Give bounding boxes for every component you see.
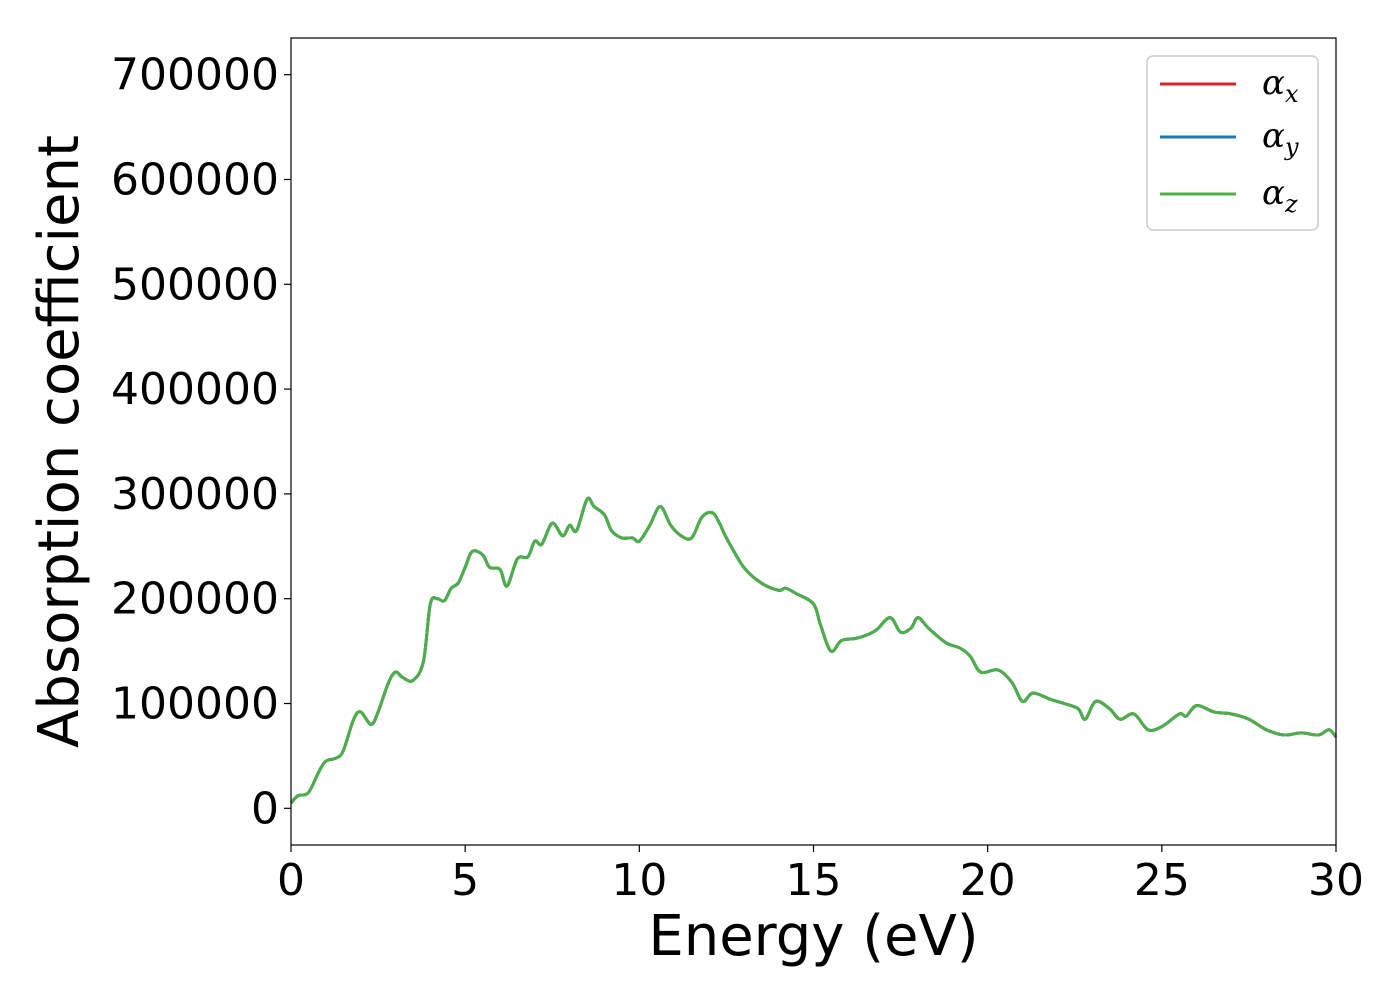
legend-label-y: αy (1262, 116, 1299, 161)
legend-label-x: αx (1262, 63, 1299, 108)
legend-box (1146, 55, 1319, 231)
series-line-x (289, 496, 1338, 805)
x-tick-label: 25 (1134, 855, 1190, 906)
x-tick-label: 0 (277, 855, 305, 906)
y-tick-label: 100000 (111, 679, 279, 730)
y-tick-label: 700000 (111, 50, 279, 101)
series-line-y (289, 496, 1338, 805)
y-tick-label: 300000 (111, 469, 279, 520)
x-tick-label: 5 (451, 855, 479, 906)
x-tick-label: 30 (1308, 855, 1364, 906)
y-tick-label: 500000 (111, 259, 279, 310)
series-line-z (289, 496, 1338, 805)
y-tick-label: 600000 (111, 154, 279, 205)
y-tick-label: 0 (251, 783, 279, 834)
y-axis-ticks: 0 100000 200000 300000 400000 500000 600000 700… (111, 50, 291, 834)
x-tick-label: 15 (786, 855, 842, 906)
x-axis-label: Energy (eV) (648, 904, 978, 969)
y-tick-label: 400000 (111, 364, 279, 415)
x-axis-ticks: 0 5 10 15 20 25 30 (277, 845, 1364, 906)
x-tick-label: 20 (960, 855, 1016, 906)
legend-label-z: αz (1262, 173, 1298, 218)
y-tick-label: 200000 (111, 574, 279, 625)
x-tick-label: 10 (611, 855, 667, 906)
series-layer (289, 496, 1338, 805)
y-axis-label: Absorption coefficient (27, 135, 92, 748)
legend: αx αy αz (1146, 55, 1319, 231)
